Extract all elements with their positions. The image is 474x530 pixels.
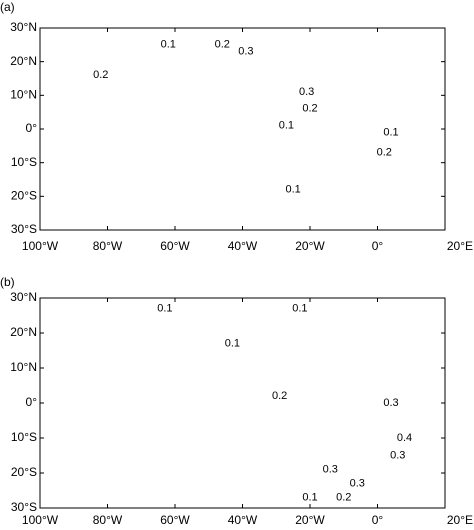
contour-label: 0.1 <box>279 120 294 132</box>
lat-tick-label: 10°N <box>10 88 37 102</box>
lon-tick-label: 20°E <box>447 239 473 253</box>
contour-line <box>266 305 377 445</box>
contour-label: 0.3 <box>383 397 398 409</box>
contour-label: 0.1 <box>161 39 176 51</box>
contour-label: 0.4 <box>397 432 412 444</box>
contour-label: 0.3 <box>390 449 405 461</box>
lon-tick-label: 60°W <box>160 239 190 253</box>
lon-tick-label: 20°E <box>447 513 473 527</box>
lon-tick-label: 40°W <box>228 513 258 527</box>
map-panel: (b) 0.1 0.1 0.1 0.2 0.3 0.4 0.3 0.3 0.3 0.1 0.2 30°N… <box>0 275 473 527</box>
lon-tick-label: 100°W <box>22 513 59 527</box>
contour-label: 0.2 <box>215 39 230 51</box>
contour-label: 0.2 <box>377 146 392 158</box>
contour-label: 0.2 <box>272 390 287 402</box>
lat-tick-label: 0° <box>26 121 38 135</box>
contour-line <box>124 28 293 48</box>
lon-tick-label: 100°W <box>22 239 59 253</box>
lon-tick-label: 60°W <box>160 513 190 527</box>
contour-label: 0.1 <box>302 491 317 503</box>
panel-label: (a) <box>0 0 15 14</box>
contour-label: 0.3 <box>238 45 253 57</box>
lat-tick-label: 20°N <box>10 54 37 68</box>
lat-tick-label: 30°N <box>10 290 37 304</box>
lon-tick-label: 20°W <box>295 513 325 527</box>
lat-tick-label: 10°S <box>11 155 37 169</box>
contour-label: 0.2 <box>336 491 351 503</box>
contour-label: 0.3 <box>299 86 314 98</box>
lat-tick-label: 10°N <box>10 360 37 374</box>
contour-label: 0.1 <box>285 184 300 196</box>
map-content <box>40 28 442 230</box>
map-panel: (a) 0.2 0.1 0.2 0.3 0.3 0.2 0.1 0.1 0.2 0.1 30°N 20°… <box>0 0 473 253</box>
lat-tick-label: 0° <box>26 395 38 409</box>
lon-tick-label: 20°W <box>295 239 325 253</box>
lon-tick-label: 0° <box>372 513 384 527</box>
contour-label: 0.1 <box>383 126 398 138</box>
lon-tick-label: 40°W <box>228 239 258 253</box>
contour-label: 0.2 <box>93 69 108 81</box>
lon-tick-label: 0° <box>372 239 384 253</box>
coastline <box>40 28 442 230</box>
map-content <box>40 298 442 508</box>
lat-tick-label: 30°S <box>11 222 37 236</box>
contour-line <box>344 35 405 139</box>
lon-tick-label: 80°W <box>93 513 123 527</box>
coastline <box>40 298 442 508</box>
contour-label: 0.3 <box>323 463 338 475</box>
lat-tick-label: 30°N <box>10 20 37 34</box>
contour-label: 0.2 <box>302 103 317 115</box>
lat-tick-label: 30°S <box>11 500 37 514</box>
lon-tick-label: 80°W <box>93 239 123 253</box>
contour-label: 0.3 <box>350 477 365 489</box>
lat-tick-label: 10°S <box>11 430 37 444</box>
contour-label: 0.1 <box>157 302 172 314</box>
contour-label: 0.1 <box>292 302 307 314</box>
lat-tick-label: 20°S <box>11 189 37 203</box>
panel-label: (b) <box>0 275 15 289</box>
contour-line <box>398 421 412 474</box>
lat-tick-label: 20°N <box>10 325 37 339</box>
contour-label: 0.1 <box>225 337 240 349</box>
lat-tick-label: 20°S <box>11 465 37 479</box>
